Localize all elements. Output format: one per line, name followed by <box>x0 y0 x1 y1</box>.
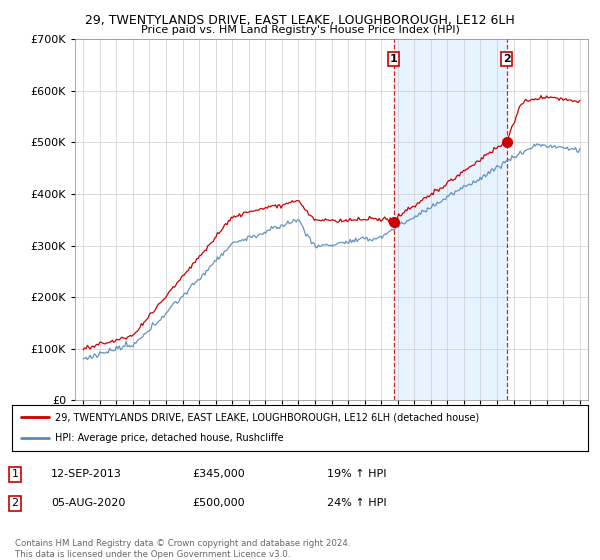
Text: 24% ↑ HPI: 24% ↑ HPI <box>327 498 386 508</box>
Text: £345,000: £345,000 <box>192 469 245 479</box>
Text: £500,000: £500,000 <box>192 498 245 508</box>
Text: 19% ↑ HPI: 19% ↑ HPI <box>327 469 386 479</box>
Text: 2: 2 <box>11 498 19 508</box>
Text: 29, TWENTYLANDS DRIVE, EAST LEAKE, LOUGHBOROUGH, LE12 6LH: 29, TWENTYLANDS DRIVE, EAST LEAKE, LOUGH… <box>85 14 515 27</box>
Text: Contains HM Land Registry data © Crown copyright and database right 2024.
This d: Contains HM Land Registry data © Crown c… <box>15 539 350 559</box>
Text: 1: 1 <box>389 54 397 64</box>
Text: Price paid vs. HM Land Registry's House Price Index (HPI): Price paid vs. HM Land Registry's House … <box>140 25 460 35</box>
Bar <box>394 39 506 400</box>
Text: 2: 2 <box>503 54 511 64</box>
Text: 29, TWENTYLANDS DRIVE, EAST LEAKE, LOUGHBOROUGH, LE12 6LH (detached house): 29, TWENTYLANDS DRIVE, EAST LEAKE, LOUGH… <box>55 412 479 422</box>
Text: 05-AUG-2020: 05-AUG-2020 <box>51 498 125 508</box>
Text: 1: 1 <box>11 469 19 479</box>
Text: HPI: Average price, detached house, Rushcliffe: HPI: Average price, detached house, Rush… <box>55 433 284 444</box>
Text: 12-SEP-2013: 12-SEP-2013 <box>51 469 122 479</box>
